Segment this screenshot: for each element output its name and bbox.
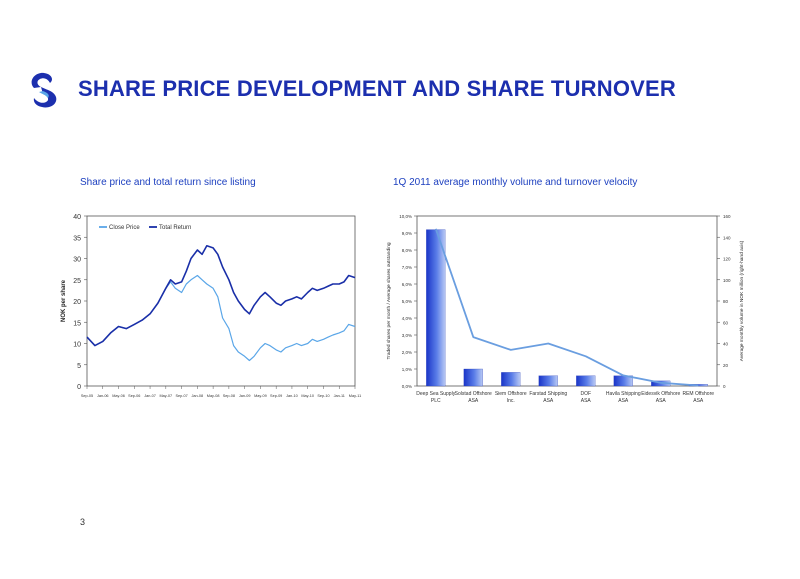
bar-4: [576, 375, 596, 387]
x-tick-label: Jan-10: [286, 394, 298, 398]
x-tick-label: Sep-05: [81, 394, 93, 398]
x-tick-label: Jan-09: [239, 394, 251, 398]
left-chart-title: Share price and total return since listi…: [80, 177, 256, 188]
y-tick-label: 2,0%: [402, 350, 412, 355]
y-tick-label: 0,0%: [402, 384, 412, 389]
category-label: Havila Shipping ASA: [606, 391, 641, 404]
x-tick-label: May-10: [301, 394, 314, 398]
legend-label: Total Return: [159, 225, 191, 231]
turnover-velocity-chart: 0,0% 1,0% 2,0% 3,0% 4,0% 5,0% 6,0% 7,0% 8,0% 9,0%…: [386, 214, 745, 404]
x-tick-label: Sep-09: [270, 394, 282, 398]
category-label: Eidesvik Offshore ASA: [641, 391, 680, 404]
bar-3: [538, 375, 558, 387]
y2-tick-label: 160: [723, 214, 731, 219]
category-label: DOF ASA: [580, 391, 591, 404]
legend-label: Close Price: [109, 225, 140, 231]
y-tick-label: 35: [73, 235, 81, 242]
y-tick-label: 3,0%: [402, 333, 412, 338]
x-tick-label: Jan-07: [144, 394, 156, 398]
y-tick-label: 8,0%: [402, 248, 412, 253]
y2-tick-label: 60: [723, 320, 729, 325]
y2-tick-label: 40: [723, 342, 729, 347]
company-logo: [31, 72, 57, 108]
y-tick-label: 9,0%: [402, 231, 412, 236]
y-tick-label: 7,0%: [402, 265, 412, 270]
y-tick-label: 15: [73, 320, 81, 327]
share-price-chart: 0 5 10 15 20 25 30 35 40 Sep-05 Jan-06 May-06 Sep-06…: [61, 214, 361, 398]
bar-2: [501, 372, 521, 387]
y-tick-label: 20: [73, 299, 81, 306]
category-label: Siem Offshore Inc.: [495, 391, 527, 404]
y-tick-label: 1,0%: [402, 367, 412, 372]
y-tick-label: 0: [77, 384, 81, 391]
y2-tick-label: 120: [723, 257, 731, 262]
x-tick-label: May-09: [254, 394, 267, 398]
series-line-close-price: [86, 274, 356, 362]
page-number: 3: [80, 517, 86, 527]
y2-tick-label: 0: [723, 384, 726, 389]
x-tick-label: Jan-08: [192, 394, 204, 398]
y2-axis-label: Average monthly volume in NOK million (r…: [739, 240, 745, 361]
right-chart-title: 1Q 2011 average monthly volume and turno…: [393, 177, 638, 188]
x-tick-label: May-07: [159, 394, 172, 398]
bar-1: [463, 368, 483, 387]
y2-tick-label: 100: [723, 278, 731, 283]
y2-tick-label: 20: [723, 363, 729, 368]
y-tick-label: 40: [73, 214, 81, 221]
x-tick-label: Sep-06: [128, 394, 140, 398]
category-label: Solstad Offshore ASA: [455, 391, 492, 404]
y-axis-label: Traded shares per month / Average shares…: [386, 242, 392, 359]
page-title: SHARE PRICE DEVELOPMENT AND SHARE TURNOV…: [78, 76, 676, 101]
y-tick-label: 5,0%: [402, 299, 412, 304]
x-tick-label: Sep-08: [223, 394, 235, 398]
plot-area: [86, 215, 356, 387]
x-tick-label: May-11: [349, 394, 361, 398]
y-tick-label: 25: [73, 278, 81, 285]
x-tick-label: May-06: [112, 394, 125, 398]
y-tick-label: 10,0%: [399, 214, 412, 219]
turnover-line: [434, 228, 699, 387]
x-tick-label: Jan-11: [334, 394, 345, 398]
x-tick-label: Jan-06: [97, 394, 109, 398]
category-label: Deep Sea Supply PLC: [416, 391, 455, 404]
y-tick-label: 5: [77, 363, 81, 370]
plot-area: [416, 215, 718, 387]
bar-0: [426, 229, 446, 387]
series-line-total-return: [86, 245, 356, 347]
y-axis-label: NOK per share: [61, 279, 67, 322]
x-tick-label: Sep-10: [317, 394, 329, 398]
x-tick-label: May-08: [207, 394, 220, 398]
y-tick-label: 30: [73, 257, 81, 264]
y2-tick-label: 80: [723, 299, 729, 304]
x-tick-label: Sep-07: [175, 394, 187, 398]
category-label: REM Offshore ASA: [682, 391, 714, 404]
y-tick-label: 4,0%: [402, 316, 412, 321]
y-tick-label: 6,0%: [402, 282, 412, 287]
category-label: Farstad Shipping ASA: [529, 391, 567, 404]
y-tick-label: 10: [73, 342, 81, 349]
y2-tick-label: 140: [723, 235, 731, 240]
